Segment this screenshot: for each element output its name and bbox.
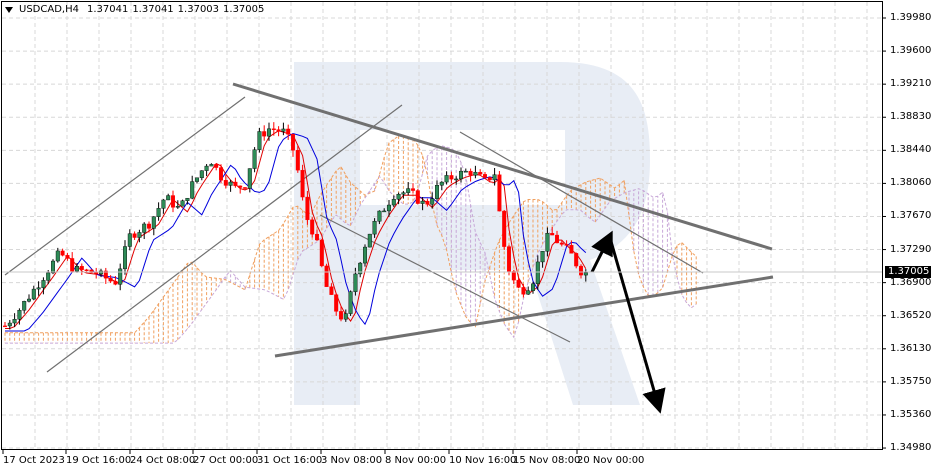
price-tick-label: 1.37670 [890,210,931,222]
time-tick-label: 8 Nov 00:00 [385,455,447,466]
price-tick-label: 1.39210 [890,78,931,90]
price-tick-label: 1.39600 [890,45,931,57]
time-tick-label: 27 Oct 00:00 [193,455,259,466]
price-tick-label: 1.39980 [890,12,931,23]
price-tick-label: 1.36900 [890,276,931,288]
current-price-tag: 1.37005 [885,266,931,278]
price-tick-label: 1.38830 [890,111,931,123]
price-tick-label: 1.38060 [890,177,931,189]
price-tick-label: 1.34980 [890,442,931,454]
time-tick-label: 3 Nov 08:00 [321,455,383,466]
ohlc-low: 1.37003 [177,4,220,15]
ohlc-close: 1.37005 [223,4,265,15]
time-tick-label: 10 Nov 16:00 [449,455,517,466]
trend-lines [4,82,774,373]
price-tick-label: 1.36520 [890,309,931,321]
price-tick-label: 1.38440 [890,144,931,156]
dropdown-triangle-icon[interactable] [5,6,13,13]
price-tick-label: 1.36130 [890,342,931,354]
time-tick-label: 19 Oct 16:00 [66,455,132,466]
time-tick-label: 31 Oct 16:00 [257,455,323,466]
ohlc-open: 1.37041 [86,4,129,15]
time-tick-label: 17 Oct 2023 [3,455,65,466]
time-tick-label: 15 Nov 08:00 [513,455,581,466]
price-tick-label: 1.35750 [890,375,931,387]
price-tick-label: 1.37290 [890,243,931,255]
symbol-timeframe: USDCAD,H4 [19,4,79,15]
watermark-logo [294,62,650,405]
time-tick-label: 20 Nov 00:00 [577,455,645,466]
price-tick-label: 1.35360 [890,408,931,420]
chart-title[interactable]: USDCAD,H4 1.37041 1.37041 1.37003 1.3700… [5,4,264,15]
time-tick-label: 24 Oct 08:00 [130,455,196,466]
ichimoku-lines [5,130,587,332]
plot-border [1,1,883,450]
forecast-arrows [590,230,666,414]
ohlc-high: 1.37041 [132,4,174,15]
